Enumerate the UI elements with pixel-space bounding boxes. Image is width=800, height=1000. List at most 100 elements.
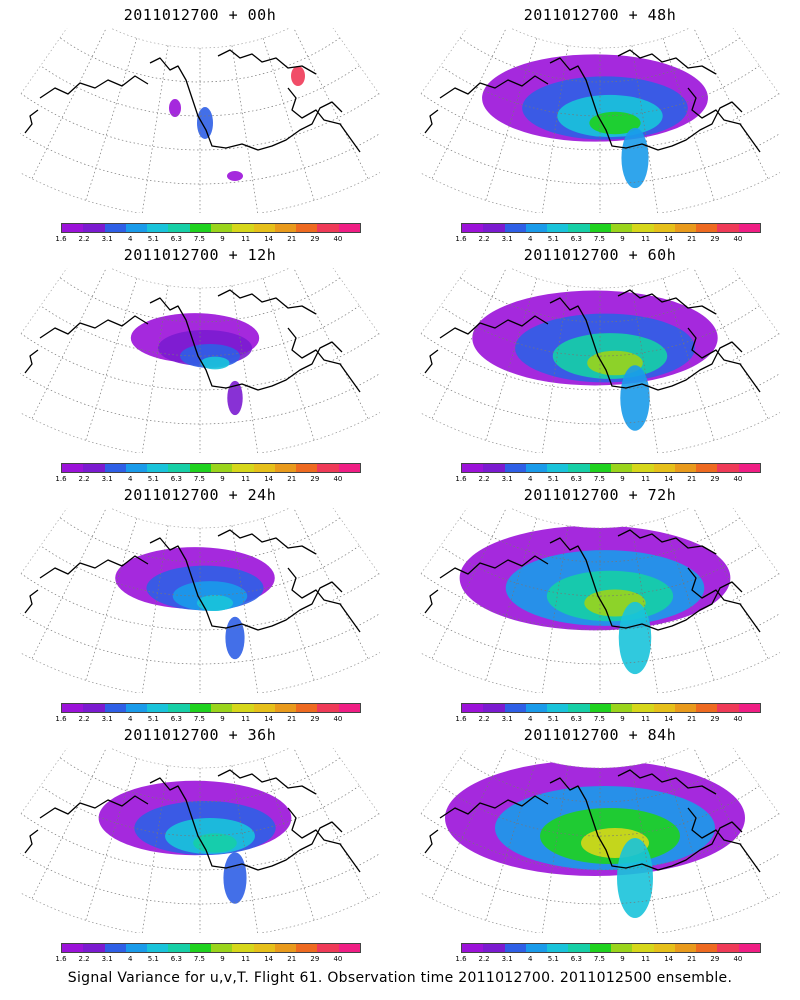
- longitude-line: [485, 38, 538, 201]
- colorbar-tick-label: 2.2: [478, 475, 490, 483]
- colorbar-labels: 1.6 2.2 3.1 4 5.1 6.3 7.5 9 11 14 21 29 40: [455, 715, 761, 725]
- colorbar-tick-label: 11: [241, 715, 251, 723]
- colorbar-tick-label: 6.3: [570, 955, 582, 963]
- colorbar: [61, 223, 361, 233]
- colorbar-tick-label: 1.6: [55, 715, 67, 723]
- panel-title: 2011012700 + 36h: [123, 726, 277, 744]
- panel-title: 2011012700 + 12h: [123, 246, 277, 264]
- longitude-line: [431, 268, 508, 419]
- colorbar-tick-label: 5.1: [147, 235, 159, 243]
- latitude-line: [59, 37, 341, 83]
- coastline: [149, 777, 343, 871]
- colorbar-tick-label: 1.6: [455, 955, 467, 963]
- colorbar-swatch: [62, 464, 84, 472]
- colorbar-swatch: [232, 704, 254, 712]
- colorbar-swatch: [253, 224, 275, 232]
- colorbar-swatch: [632, 224, 654, 232]
- latitude-line: [420, 601, 780, 665]
- longitude-line: [141, 285, 169, 453]
- colorbar-tick-label: 7.5: [593, 715, 606, 723]
- colorbar-tick-label: 40: [333, 715, 343, 723]
- colorbar-tick-label: 4: [127, 715, 133, 723]
- colorbar-swatch: [589, 944, 611, 952]
- longitude-line: [431, 748, 508, 899]
- map-domain: [420, 748, 780, 933]
- colorbar-swatch: [296, 464, 318, 472]
- coastline: [424, 589, 439, 614]
- variance-contour: [197, 107, 213, 139]
- colorbar-swatch: [653, 944, 675, 952]
- colorbar-swatch: [253, 944, 275, 952]
- colorbar-tick-label: 2.2: [478, 235, 490, 243]
- longitude-line: [85, 278, 138, 441]
- coastline: [287, 807, 361, 873]
- map-domain: [20, 28, 380, 213]
- coastline: [217, 289, 317, 315]
- colorbar-swatch: [147, 704, 169, 712]
- colorbar-swatch: [717, 944, 739, 952]
- colorbar-swatch: [338, 704, 360, 712]
- colorbar-tick-label: 4: [527, 715, 533, 723]
- colorbar-tick-label: 6.3: [170, 715, 182, 723]
- longitude-line: [31, 268, 108, 419]
- coastline: [217, 769, 317, 795]
- latitude-line: [459, 277, 741, 323]
- colorbar-tick-label: 4: [127, 955, 133, 963]
- panel-title: 2011012700 + 24h: [123, 486, 277, 504]
- map-panel: 2011012700 + 84h 1.6 2.2 3.1 4 5.1 6.3 7.5 9 11 14…: [400, 720, 800, 963]
- coastline: [39, 795, 149, 819]
- colorbar-swatch: [125, 704, 148, 712]
- coastline: [39, 315, 149, 339]
- colorbar-swatch: [338, 464, 360, 472]
- panel-title: 2011012700 + 00h: [123, 6, 277, 24]
- colorbar-swatch: [147, 944, 169, 952]
- variance-map: [420, 748, 780, 933]
- colorbar-swatch: [104, 704, 126, 712]
- colorbar-swatch: [62, 224, 84, 232]
- coastline: [439, 795, 549, 819]
- colorbar-swatch: [696, 464, 718, 472]
- map-border: [20, 748, 380, 933]
- coastline: [549, 57, 743, 151]
- colorbar-tick-label: 3.1: [501, 715, 513, 723]
- colorbar-swatch: [483, 944, 505, 952]
- longitude-line: [85, 758, 138, 921]
- colorbar-tick-label: 4: [527, 235, 533, 243]
- coastline: [617, 49, 717, 75]
- colorbar-tick-label: 6.3: [570, 715, 582, 723]
- longitude-line: [541, 525, 569, 693]
- colorbar-tick-label: 3.1: [101, 475, 113, 483]
- coastline: [217, 49, 317, 75]
- coastline: [149, 57, 343, 151]
- latitude-line: [59, 277, 341, 323]
- colorbar-swatch: [696, 704, 718, 712]
- latitude-line: [459, 37, 741, 83]
- colorbar-tick-label: 29: [310, 955, 320, 963]
- map-domain: [420, 508, 780, 693]
- colorbar-swatch: [317, 944, 339, 952]
- colorbar: [461, 703, 761, 713]
- longitude-line: [541, 285, 569, 453]
- variance-contour: [589, 111, 641, 135]
- colorbar-swatch: [653, 464, 675, 472]
- latitude-line: [20, 601, 380, 665]
- coastline: [424, 829, 439, 854]
- variance-contour: [196, 595, 234, 611]
- longitude-line: [262, 518, 315, 681]
- colorbar-tick-label: 1.6: [455, 715, 467, 723]
- colorbar-labels: 1.6 2.2 3.1 4 5.1 6.3 7.5 9 11 14 21 29 40: [455, 475, 761, 485]
- colorbar-tick-label: 9: [220, 955, 225, 963]
- variance-map: [20, 508, 380, 693]
- colorbar-swatch: [525, 704, 548, 712]
- colorbar-tick-label: 3.1: [501, 475, 513, 483]
- longitude-line: [141, 525, 169, 693]
- colorbar-swatch: [610, 224, 633, 232]
- variance-contour: [227, 380, 243, 416]
- colorbar-tick-label: 14: [664, 235, 674, 243]
- colorbar-tick-label: 40: [733, 235, 743, 243]
- variance-contour: [223, 852, 247, 904]
- colorbar-tick-label: 1.6: [455, 475, 467, 483]
- latitude-line: [420, 361, 780, 425]
- map-panel: 2011012700 + 72h 1.6 2.2 3.1 4 5.1 6.3 7.5 9 11 14…: [400, 480, 800, 723]
- colorbar-swatch: [210, 224, 233, 232]
